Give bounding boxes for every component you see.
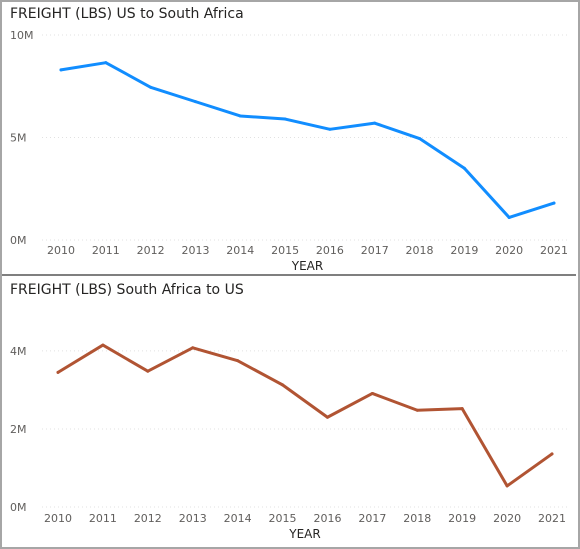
data-point <box>507 215 511 219</box>
data-point <box>281 383 285 387</box>
data-point <box>104 61 108 65</box>
x-tick-label: 2013 <box>179 512 207 525</box>
data-point <box>101 343 105 347</box>
x-axis-title: YEAR <box>291 259 323 273</box>
y-tick-label: 0M <box>10 234 27 247</box>
y-tick-label: 5M <box>10 132 27 145</box>
x-tick-label: 2017 <box>358 512 386 525</box>
data-point <box>325 415 329 419</box>
x-tick-label: 2014 <box>224 512 252 525</box>
y-tick-label: 10M <box>10 29 34 42</box>
data-point <box>373 121 377 125</box>
x-tick-label: 2012 <box>137 244 165 257</box>
x-tick-label: 2010 <box>44 512 72 525</box>
data-point <box>236 359 240 363</box>
data-point <box>146 369 150 373</box>
data-point <box>505 484 509 488</box>
chart-panel-south-africa-to-us[interactable]: FREIGHT (LBS) South Africa to US 0M 2M 4M 2… <box>2 278 576 546</box>
x-tick-label: 2020 <box>493 512 521 525</box>
x-tick-label: 2010 <box>47 244 75 257</box>
data-point <box>283 117 287 121</box>
series-line <box>56 343 554 488</box>
x-tick-label: 2020 <box>495 244 523 257</box>
data-point <box>191 346 195 350</box>
x-tick-label: 2021 <box>538 512 566 525</box>
series-line <box>59 61 556 219</box>
x-tick-label: 2018 <box>406 244 434 257</box>
x-tick-label: 2015 <box>269 512 297 525</box>
x-tick-label: 2011 <box>92 244 120 257</box>
data-point <box>460 407 464 411</box>
data-point <box>370 391 374 395</box>
chart-title: FREIGHT (LBS) South Africa to US <box>10 282 244 298</box>
y-tick-label: 0M <box>10 501 27 514</box>
line-chart-south-africa-to-us: 0M 2M 4M 2010 2011 2012 2013 2014 2015 2016 2017 20… <box>10 343 570 541</box>
line-chart-us-to-south-africa: 0M 5M 10M 2010 2011 2012 2013 2014 2015 2016 2017 2… <box>10 29 570 273</box>
x-tick-label: 2019 <box>448 512 476 525</box>
data-point <box>149 85 153 89</box>
data-point <box>552 201 556 205</box>
data-point <box>56 370 60 374</box>
data-point <box>550 452 554 456</box>
x-tick-label: 2014 <box>226 244 254 257</box>
data-point <box>328 127 332 131</box>
y-tick-label: 2M <box>10 423 27 436</box>
x-tick-label: 2013 <box>181 244 209 257</box>
data-point <box>193 100 197 104</box>
x-tick-label: 2019 <box>450 244 478 257</box>
data-point <box>238 114 242 118</box>
data-point <box>415 408 419 412</box>
x-tick-label: 2012 <box>134 512 162 525</box>
data-point <box>59 68 63 72</box>
panel-divider <box>2 274 576 276</box>
x-tick-label: 2011 <box>89 512 117 525</box>
x-tick-label: 2017 <box>361 244 389 257</box>
chart-panel-us-to-south-africa[interactable]: FREIGHT (LBS) US to South Africa 0M 5M 10M… <box>2 2 576 274</box>
x-tick-label: 2021 <box>540 244 568 257</box>
x-tick-label: 2018 <box>403 512 431 525</box>
data-point <box>418 137 422 141</box>
x-tick-label: 2016 <box>316 244 344 257</box>
x-tick-label: 2016 <box>313 512 341 525</box>
y-tick-label: 4M <box>10 345 27 358</box>
data-point <box>462 166 466 170</box>
x-tick-label: 2015 <box>271 244 299 257</box>
x-axis-title: YEAR <box>288 527 320 541</box>
chart-title: FREIGHT (LBS) US to South Africa <box>10 6 244 22</box>
